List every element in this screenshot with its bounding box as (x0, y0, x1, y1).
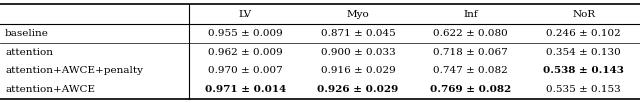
Text: 0.622 ± 0.080: 0.622 ± 0.080 (433, 29, 508, 38)
Text: 0.962 ± 0.009: 0.962 ± 0.009 (208, 48, 283, 57)
Text: 0.769 ± 0.082: 0.769 ± 0.082 (430, 85, 511, 94)
Text: 0.926 ± 0.029: 0.926 ± 0.029 (317, 85, 399, 94)
Text: 0.916 ± 0.029: 0.916 ± 0.029 (321, 66, 396, 75)
Text: Myo: Myo (347, 10, 369, 19)
Text: baseline: baseline (5, 29, 49, 38)
Text: 0.535 ± 0.153: 0.535 ± 0.153 (546, 85, 621, 94)
Text: attention+AWCE+penalty: attention+AWCE+penalty (5, 66, 143, 75)
Text: 0.970 ± 0.007: 0.970 ± 0.007 (208, 66, 283, 75)
Text: 0.718 ± 0.067: 0.718 ± 0.067 (433, 48, 508, 57)
Text: NoR: NoR (572, 10, 595, 19)
Text: 0.955 ± 0.009: 0.955 ± 0.009 (208, 29, 283, 38)
Text: 0.538 ± 0.143: 0.538 ± 0.143 (543, 66, 624, 75)
Text: 0.747 ± 0.082: 0.747 ± 0.082 (433, 66, 508, 75)
Text: 0.354 ± 0.130: 0.354 ± 0.130 (546, 48, 621, 57)
Text: 0.871 ± 0.045: 0.871 ± 0.045 (321, 29, 396, 38)
Text: 0.900 ± 0.033: 0.900 ± 0.033 (321, 48, 396, 57)
Text: attention: attention (5, 48, 53, 57)
Text: attention+AWCE: attention+AWCE (5, 85, 95, 94)
Text: 0.246 ± 0.102: 0.246 ± 0.102 (546, 29, 621, 38)
Text: 0.971 ± 0.014: 0.971 ± 0.014 (205, 85, 286, 94)
Text: LV: LV (239, 10, 252, 19)
Text: Inf: Inf (463, 10, 478, 19)
